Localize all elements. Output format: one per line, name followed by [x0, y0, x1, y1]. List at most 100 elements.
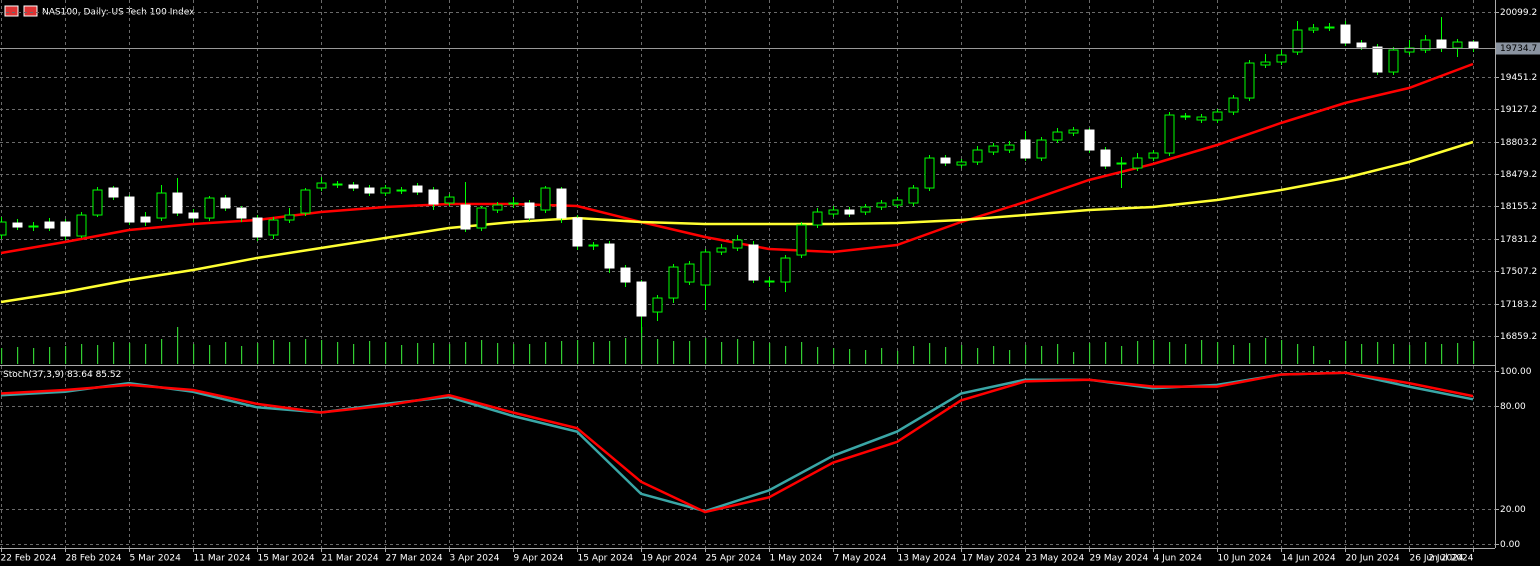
candle-body [1260, 61, 1271, 66]
volume-bar [209, 345, 211, 364]
volume-bar [1121, 346, 1123, 364]
volume-bar [1377, 342, 1379, 364]
candle-body [1068, 129, 1079, 134]
candle-body [1132, 157, 1143, 169]
indicator-value: 85.52 [96, 370, 122, 380]
volume-bar [1409, 345, 1411, 364]
candle-body [972, 149, 983, 163]
symbol-icons [4, 5, 38, 17]
chart-title: NAS100, Daily: US Tech 100 Index [42, 8, 195, 18]
candle-body [844, 209, 855, 215]
x-tick-label: 7 May 2024 [834, 554, 887, 564]
x-tick-label: 15 Mar 2024 [258, 554, 315, 564]
volume-bar [1265, 338, 1267, 364]
volume-bar [1281, 340, 1283, 364]
candle-body [284, 214, 295, 221]
plot [0, 0, 1495, 548]
candle-body [1228, 97, 1239, 113]
volume-bar [1009, 350, 1011, 364]
candle-body [1084, 129, 1095, 151]
x-tick-label: 3 Apr 2024 [450, 554, 500, 564]
candle-body [764, 280, 775, 283]
x-tick-label: 22 Feb 2024 [1, 554, 57, 564]
volume-bar [593, 342, 595, 364]
icon [23, 5, 38, 17]
stochastic-line [0, 371, 1474, 513]
volume-bar [561, 341, 563, 364]
volume-bar [369, 341, 371, 364]
candle-body [1436, 39, 1447, 49]
current-price-label: 19734.7 [1500, 44, 1537, 54]
candle-body [860, 206, 871, 213]
volume-bar [1345, 341, 1347, 364]
candle-body [204, 197, 215, 219]
volume-bar [1041, 346, 1043, 364]
candle-body [1100, 149, 1111, 167]
candle-body [508, 202, 519, 205]
x-tick-label: 21 Mar 2024 [322, 554, 379, 564]
x-tick-label: 17 May 2024 [962, 554, 1021, 564]
candle-body [812, 211, 823, 226]
candle-body [1212, 111, 1223, 121]
candle-body [924, 157, 935, 189]
candle-body [604, 243, 615, 269]
candle-body [796, 224, 807, 256]
y-tick-label: 17183.2 [1500, 300, 1537, 310]
x-tick-label: 19 Apr 2024 [642, 554, 698, 564]
volume-bar [657, 339, 659, 364]
x-tick-label: 4 Jun 2024 [1154, 554, 1203, 564]
volume-bar [481, 340, 483, 364]
candle-body [12, 222, 23, 228]
candle-body [252, 217, 263, 238]
candle-body [492, 204, 503, 211]
candle-body [76, 214, 87, 237]
volume-bar [1105, 342, 1107, 364]
indicator-name: Stoch(37,3,9) [3, 370, 64, 380]
y-tick-label: 18479.2 [1500, 170, 1537, 180]
candle-body [1004, 144, 1015, 151]
volume-bar [737, 339, 739, 364]
candle-body [1292, 29, 1303, 53]
volume-bar [1217, 342, 1219, 364]
volume-bar [769, 343, 771, 364]
volume-bar [929, 343, 931, 364]
volume-bar [17, 347, 19, 364]
volume-bar [913, 346, 915, 364]
volume-bar [161, 339, 163, 364]
volume-bar [1025, 345, 1027, 364]
x-tick-label: 25 Apr 2024 [706, 554, 762, 564]
x-tick-label: 10 Jun 2024 [1218, 554, 1272, 564]
y-tick-label: 100.00 [1500, 367, 1532, 377]
candle-body [908, 187, 919, 204]
volume-bar [465, 342, 467, 364]
volume-bar [321, 340, 323, 364]
volume-bar [497, 343, 499, 364]
volume-bar [721, 342, 723, 364]
volume-bar [545, 342, 547, 364]
candle-body [332, 183, 343, 186]
candle-body [1324, 26, 1335, 29]
volume-bar [241, 346, 243, 364]
candle-body [140, 216, 151, 223]
candle-body [348, 184, 359, 189]
candle-body [524, 202, 535, 219]
candle-body [188, 212, 199, 219]
volume-bar [417, 343, 419, 364]
volume-bar [1153, 340, 1155, 364]
candle-body [1036, 139, 1047, 159]
volume-bar [49, 347, 51, 364]
volume-bar [1329, 360, 1331, 364]
volume-bar [513, 344, 515, 364]
candle-body [108, 187, 119, 198]
volume-bar [1473, 341, 1475, 364]
candle-body [1052, 131, 1063, 141]
candle-body [892, 199, 903, 206]
candle-body [780, 257, 791, 283]
candle-body [1020, 139, 1031, 159]
volume-bar [1361, 344, 1363, 364]
volume-bar [1, 348, 3, 364]
volume-bar [993, 346, 995, 364]
x-tick-label: 15 Apr 2024 [578, 554, 634, 564]
candle-body [268, 219, 279, 236]
